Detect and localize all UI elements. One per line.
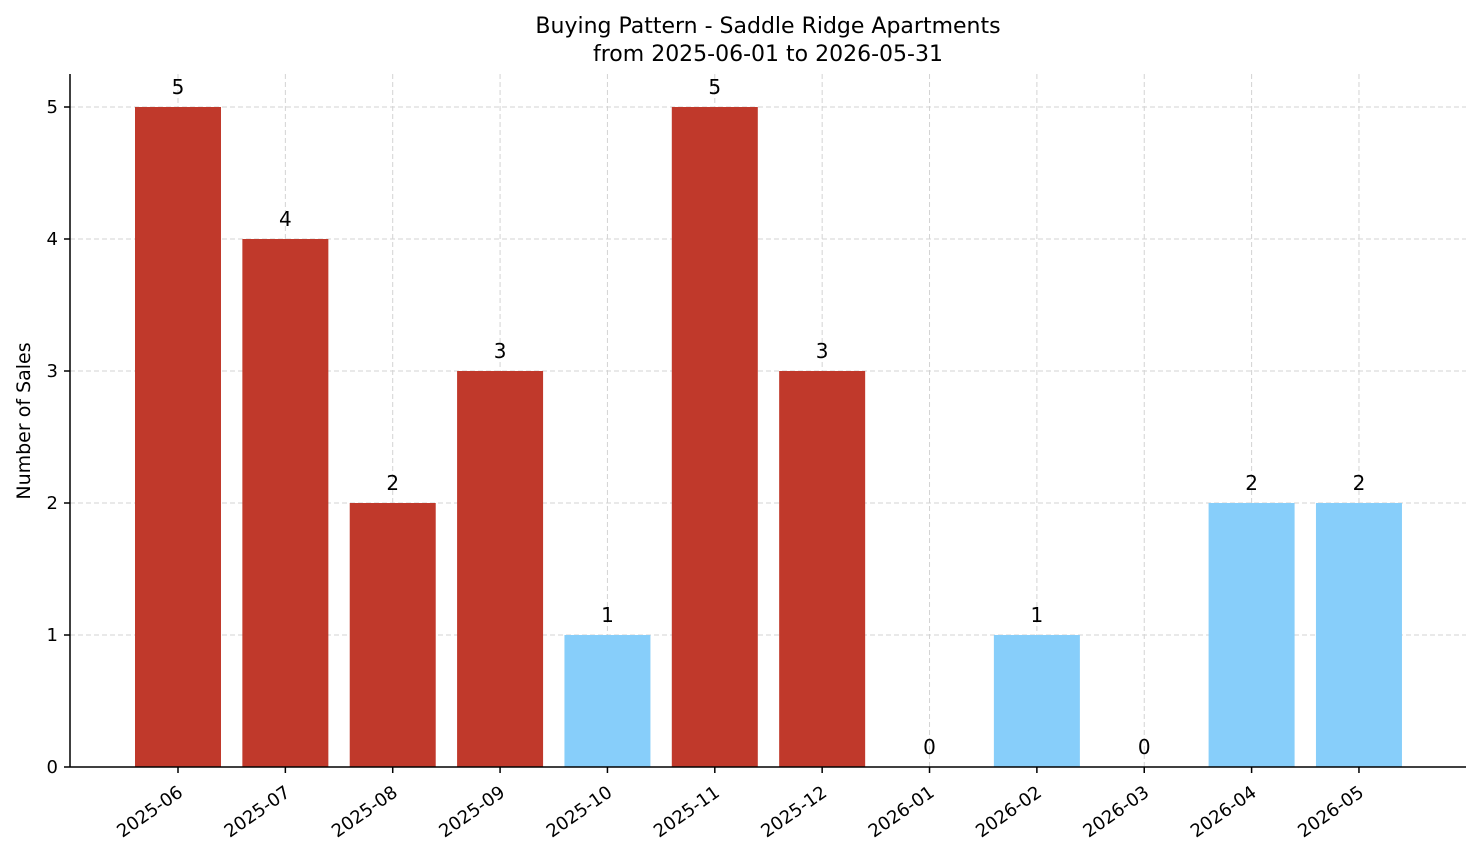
x-tick-label-2025-09: 2025-09: [435, 782, 509, 842]
data-label-2025-08: 2: [386, 471, 399, 495]
x-tick-label-2025-11: 2025-11: [650, 782, 724, 842]
data-label-2025-12: 3: [816, 339, 829, 363]
y-tick-label: 4: [47, 229, 58, 250]
x-tick-label-2026-05: 2026-05: [1294, 782, 1368, 842]
data-label-2026-02: 1: [1031, 603, 1044, 627]
data-label-2025-11: 5: [708, 75, 721, 99]
bar-2025-06: [135, 107, 221, 767]
data-label-2026-03: 0: [1138, 735, 1151, 759]
y-tick-label: 5: [47, 97, 58, 118]
x-tick-label-2025-08: 2025-08: [328, 782, 402, 842]
bar-2025-12: [779, 371, 866, 767]
bar-2026-05: [1315, 503, 1402, 767]
bar-2025-08: [349, 503, 436, 767]
y-axis-ticks: 0 1 2 3 4 5: [47, 97, 70, 778]
x-tick-label-2025-10: 2025-10: [543, 782, 617, 842]
x-tick-label-2025-06: 2025-06: [113, 782, 187, 842]
bar-2026-04: [1208, 503, 1295, 767]
data-label-2026-05: 2: [1353, 471, 1366, 495]
data-label-2025-06: 5: [172, 75, 185, 99]
x-tick-label-2026-02: 2026-02: [972, 782, 1046, 842]
y-tick-label: 2: [47, 493, 58, 514]
x-tick-label-2026-01: 2026-01: [865, 782, 939, 842]
data-labels: 5 4 2 3 1 5 3 0 1 0 2 2: [172, 75, 1366, 759]
y-tick-label: 3: [47, 361, 58, 382]
x-tick-label-2026-04: 2026-04: [1187, 782, 1261, 842]
x-tick-label-2025-07: 2025-07: [221, 782, 295, 842]
bars: [135, 107, 1402, 767]
data-label-2025-09: 3: [494, 339, 507, 363]
y-tick-label: 1: [47, 625, 58, 646]
y-axis-label: Number of Sales: [13, 342, 35, 499]
data-label-2026-01: 0: [923, 735, 936, 759]
chart-subtitle: from 2025-06-01 to 2026-05-31: [593, 42, 943, 67]
bar-2025-11: [671, 107, 758, 767]
bar-2026-02: [993, 635, 1080, 767]
bar-2025-09: [457, 371, 544, 767]
x-tick-label-2025-12: 2025-12: [757, 782, 831, 842]
data-label-2025-07: 4: [279, 207, 292, 231]
bar-2025-10: [564, 635, 651, 767]
y-tick-label: 0: [47, 757, 58, 778]
data-label-2025-10: 1: [601, 603, 614, 627]
x-tick-label-2026-03: 2026-03: [1079, 782, 1153, 842]
data-label-2026-04: 2: [1245, 471, 1258, 495]
bar-2025-07: [242, 239, 329, 767]
x-axis-ticks: 2025-06 2025-07 2025-08 2025-09 2025-10 2025-…: [113, 767, 1368, 842]
chart-title: Buying Pattern - Saddle Ridge Apartments: [535, 14, 1000, 39]
